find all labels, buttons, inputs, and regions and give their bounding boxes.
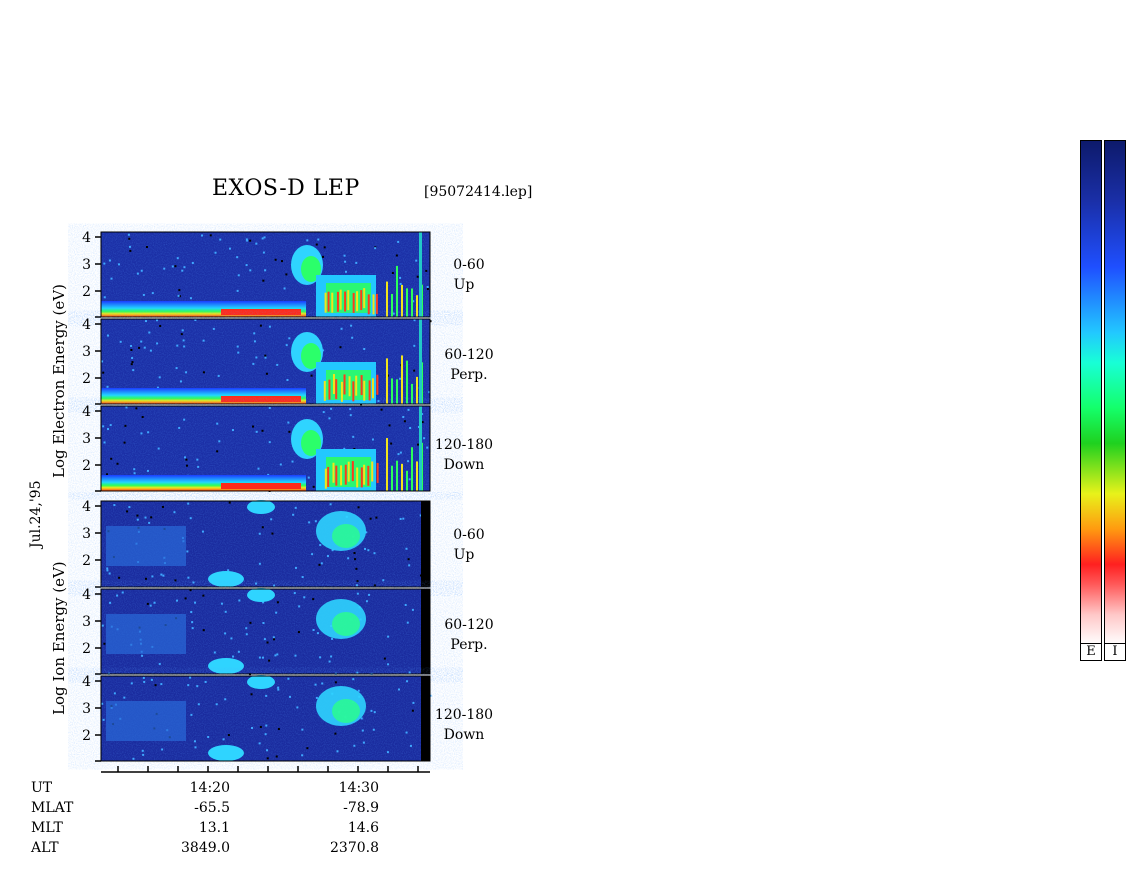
ion-panel-3-direction: Down bbox=[443, 727, 485, 743]
electron-panel-3-label: 120-180 Down bbox=[424, 435, 504, 475]
orbit-row-alt-label: ALT bbox=[31, 840, 59, 856]
electron-panel-3-direction: Down bbox=[443, 457, 485, 473]
y-tick-label: 2 bbox=[82, 458, 91, 474]
y-tick-label: 3 bbox=[82, 526, 91, 542]
ion-colorbar-label: I bbox=[1104, 643, 1126, 661]
y-tick-label: 3 bbox=[82, 431, 91, 447]
y-tick-label: 4 bbox=[82, 499, 91, 515]
y-tick-label: 4 bbox=[82, 404, 91, 420]
electron-panel-1-label: 0-60 Up bbox=[429, 255, 509, 295]
orbit-row-alt-value-1: 3849.0 bbox=[181, 840, 230, 856]
date-label: Jul.24,'95 bbox=[28, 480, 44, 548]
electron-panel-up: 4 3 2 bbox=[82, 230, 431, 318]
electron-panel-1-direction: Up bbox=[453, 277, 475, 293]
y-tick-label: 3 bbox=[82, 257, 91, 273]
ion-panel-1-direction: Up bbox=[453, 547, 475, 563]
y-tick-label: 2 bbox=[82, 728, 91, 744]
y-tick-label: 4 bbox=[82, 587, 91, 603]
orbit-row-mlat-label: MLAT bbox=[31, 800, 74, 816]
y-tick-label: 3 bbox=[82, 344, 91, 360]
electron-colorbar bbox=[1080, 140, 1102, 646]
y-tick-label: 2 bbox=[82, 553, 91, 569]
y-tick-label: 3 bbox=[82, 701, 91, 717]
electron-colorbar-label: E bbox=[1080, 643, 1102, 661]
ion-panel-2-label: 60-120 Perp. bbox=[429, 615, 509, 655]
ion-panel-2-angle: 60-120 bbox=[444, 617, 494, 633]
orbit-row-mlt-label: MLT bbox=[31, 820, 63, 836]
orbit-row-mlat-value-2: -78.9 bbox=[343, 800, 379, 816]
chart-title: EXOS-D LEP bbox=[212, 176, 360, 201]
ion-panel-3-angle: 120-180 bbox=[434, 707, 494, 723]
electron-panel-2-direction: Perp. bbox=[450, 367, 488, 383]
y-tick-label: 2 bbox=[82, 371, 91, 387]
y-tick-label: 2 bbox=[82, 641, 91, 657]
ion-axis-label: Log Ion Energy (eV) bbox=[50, 561, 68, 715]
electron-panel-2-angle: 60-120 bbox=[444, 347, 494, 363]
ion-panel-3-label: 120-180 Down bbox=[424, 705, 504, 745]
ion-panel-up: 4 3 2 bbox=[82, 499, 431, 588]
electron-panel-1-angle: 0-60 bbox=[453, 257, 485, 273]
orbit-row-mlt-value-1: 13.1 bbox=[198, 820, 230, 836]
orbit-row-ut-value-2: 14:30 bbox=[338, 780, 379, 796]
electron-panel-2-label: 60-120 Perp. bbox=[429, 345, 509, 385]
orbit-row-mlat-value-1: -65.5 bbox=[194, 800, 230, 816]
electron-panel-perp: 4 3 2 bbox=[82, 317, 432, 406]
electron-axis-label: Log Electron Energy (eV) bbox=[50, 284, 68, 478]
y-tick-label: 4 bbox=[82, 674, 91, 690]
y-tick-label: 4 bbox=[82, 230, 91, 246]
file-label: [95072414.lep] bbox=[424, 184, 533, 200]
y-tick-label: 4 bbox=[82, 317, 91, 333]
ion-panel-down: 4 3 2 bbox=[82, 674, 432, 762]
electron-panel-down: 4 3 2 bbox=[82, 404, 431, 492]
x-axis bbox=[101, 766, 430, 773]
y-tick-label: 2 bbox=[82, 284, 91, 300]
orbit-row-ut-value-1: 14:20 bbox=[189, 780, 230, 796]
ion-panel-1-label: 0-60 Up bbox=[429, 525, 509, 565]
orbit-row-mlt-value-2: 14.6 bbox=[347, 820, 379, 836]
ion-panel-1-angle: 0-60 bbox=[453, 527, 485, 543]
orbit-row-ut-label: UT bbox=[31, 780, 53, 796]
spectrogram-svg: 4 3 2 4 3 2 4 3 2 4 3 2 4 3 2 4 3 2 bbox=[82, 230, 432, 773]
y-tick-label: 3 bbox=[82, 614, 91, 630]
ion-colorbar bbox=[1104, 140, 1126, 646]
ion-panel-2-direction: Perp. bbox=[450, 637, 488, 653]
ion-panel-perp: 4 3 2 bbox=[82, 587, 431, 676]
electron-panel-3-angle: 120-180 bbox=[434, 437, 494, 453]
orbit-row-alt-value-2: 2370.8 bbox=[330, 840, 379, 856]
